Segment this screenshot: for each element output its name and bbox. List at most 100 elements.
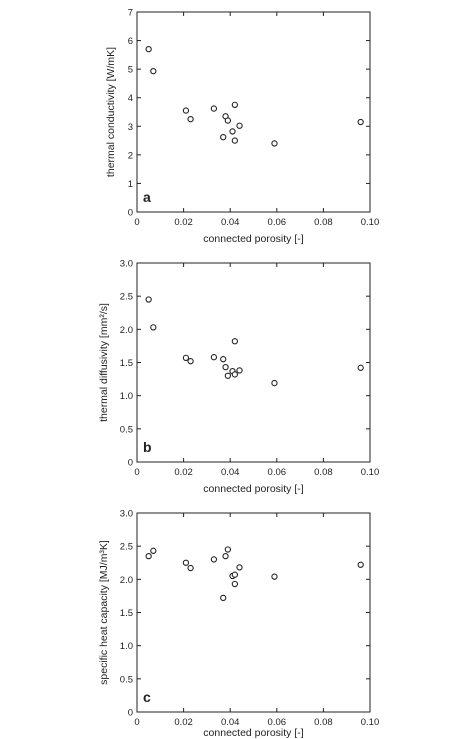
- x-tick-label: 0.02: [174, 217, 193, 228]
- x-tick-label: 0.08: [314, 217, 333, 228]
- x-tick-label: 0.10: [361, 217, 380, 228]
- y-tick-label: 1.5: [120, 608, 133, 619]
- data-point: [222, 363, 229, 371]
- y-tick-label: 3.0: [120, 509, 133, 520]
- data-point: [357, 364, 364, 371]
- data-point: [231, 338, 239, 345]
- x-tick-label: 0.04: [221, 467, 240, 478]
- x-tick-label: 0.04: [221, 217, 240, 228]
- panel-a: 0 0.02 0.04 0.06 0.08 0.10 0 1 2 3 4 5 6 7 a connecte…: [105, 8, 379, 246]
- y-tick-label: 4: [128, 93, 133, 104]
- x-tick-label: 0.02: [174, 467, 193, 478]
- y-tick-label: 0: [128, 458, 133, 469]
- x-tick-label: 0.08: [314, 717, 333, 728]
- x-tick-label: 0.06: [268, 717, 287, 728]
- data-point: [224, 117, 232, 124]
- data-point: [222, 552, 229, 560]
- panel-c: 0 0.02 0.04 0.06 0.08 0.10 0 0.5 1.0 1.5 2.0 2.5 3.0…: [98, 509, 379, 739]
- data-point: [231, 137, 239, 144]
- y-tick-label: 0.5: [120, 424, 133, 435]
- x-tick-label: 0.08: [314, 467, 333, 478]
- data-point: [187, 564, 194, 572]
- y-tick-label: 5: [128, 65, 133, 76]
- y-tick-label: 0.5: [120, 674, 133, 685]
- x-axis-label: connected porosity [-]: [203, 233, 303, 245]
- plot-frame: [136, 262, 371, 463]
- x-tick-label: 0: [134, 217, 139, 228]
- data-point: [271, 379, 278, 387]
- axis-ticks: 0 0.02 0.04 0.06 0.08 0.10 0 1 2 3 4 5 6 7: [128, 8, 380, 229]
- y-axis-label: specific heat capacity [MJ/m³K]: [98, 540, 110, 685]
- x-tick-label: 0.10: [361, 467, 380, 478]
- data-point: [182, 559, 190, 566]
- x-tick-label: 0.02: [174, 717, 193, 728]
- axis-ticks: 0 0.02 0.04 0.06 0.08 0.10 0 0.5 1.0 1.5 2.0 2.5 3.0: [120, 509, 379, 729]
- y-tick-label: 1.0: [120, 641, 133, 652]
- x-axis-label: connected porosity [-]: [203, 727, 303, 739]
- x-tick-label: 0: [134, 467, 139, 478]
- data-point: [182, 107, 190, 114]
- data-point: [220, 133, 227, 141]
- data-point: [210, 556, 218, 563]
- y-tick-label: 2: [128, 150, 133, 161]
- data-point: [236, 367, 243, 374]
- data-point: [236, 564, 243, 571]
- axis-ticks: 0 0.02 0.04 0.06 0.08 0.10 0 0.5 1.0 1.5 2.0 2.5 3.0: [120, 259, 379, 479]
- data-point: [231, 101, 239, 109]
- data-point: [224, 546, 232, 553]
- data-point: [150, 324, 157, 331]
- data-points: [145, 296, 364, 387]
- data-point: [231, 571, 239, 578]
- data-point: [357, 118, 364, 126]
- data-points: [145, 546, 364, 602]
- data-point: [229, 128, 236, 135]
- data-point: [271, 573, 278, 580]
- data-point: [150, 547, 157, 554]
- y-tick-label: 3.0: [120, 259, 133, 270]
- data-point: [145, 296, 152, 303]
- y-tick-label: 0: [128, 708, 133, 719]
- data-point: [182, 354, 190, 362]
- y-tick-label: 0: [128, 208, 133, 219]
- data-point: [187, 115, 194, 123]
- panel-b: 0 0.02 0.04 0.06 0.08 0.10 0 0.5 1.0 1.5 2.0 2.5 3.0…: [98, 259, 379, 496]
- data-point: [224, 372, 232, 379]
- x-tick-label: 0.06: [268, 217, 287, 228]
- x-tick-label: 0.04: [221, 717, 240, 728]
- data-point: [145, 552, 152, 560]
- x-axis-label: connected porosity [-]: [203, 483, 303, 495]
- y-tick-label: 1.0: [120, 391, 133, 402]
- y-axis-label: thermal diffusivity [mm²/s]: [98, 303, 110, 422]
- data-point: [357, 561, 364, 568]
- data-point: [231, 580, 239, 588]
- data-point: [210, 105, 218, 112]
- y-tick-label: 2.0: [120, 575, 133, 586]
- panel-letter: a: [143, 189, 151, 205]
- data-point: [220, 594, 227, 602]
- x-tick-label: 0.10: [361, 717, 380, 728]
- data-point: [231, 371, 239, 378]
- y-tick-label: 1: [128, 179, 133, 190]
- x-tick-label: 0.06: [268, 467, 287, 478]
- y-axis-label: thermal conductivity [W/mK]: [105, 47, 117, 177]
- plot-frame: [136, 512, 371, 713]
- data-point: [210, 354, 218, 361]
- data-point: [271, 140, 278, 147]
- y-tick-label: 1.5: [120, 358, 133, 369]
- data-point: [145, 45, 152, 53]
- data-point: [187, 358, 194, 365]
- y-tick-label: 3: [128, 122, 133, 133]
- y-tick-label: 7: [128, 8, 133, 19]
- y-tick-label: 2.5: [120, 542, 133, 553]
- data-point: [236, 122, 243, 129]
- y-tick-label: 6: [128, 36, 133, 47]
- panel-letter: b: [143, 439, 152, 455]
- y-tick-label: 2.5: [120, 292, 133, 303]
- data-points: [145, 45, 364, 147]
- data-point: [220, 356, 227, 363]
- plot-frame: [136, 11, 371, 213]
- x-tick-label: 0: [134, 717, 139, 728]
- panel-letter: c: [143, 689, 151, 705]
- y-tick-label: 2.0: [120, 325, 133, 336]
